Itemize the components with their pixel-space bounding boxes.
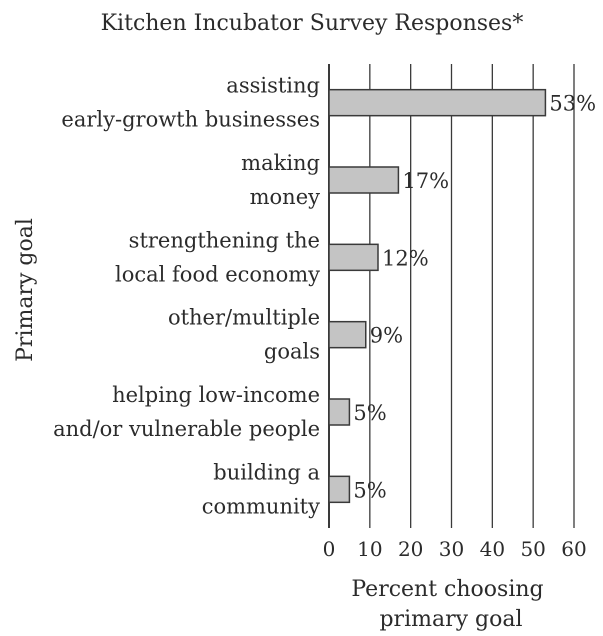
bar [328,398,351,426]
x-axis-ticks: 0 10 20 30 40 50 60 [323,537,587,561]
category-label-line: local food economy [115,262,320,286]
category-label-line: goals [264,340,320,364]
bar-value-label: 12% [382,246,429,270]
x-tick-label: 60 [561,537,586,561]
grid-lines [328,64,575,528]
category-label: building a community [202,460,320,518]
category-label: making money [241,151,320,209]
category-label-line: early-growth businesses [61,108,320,132]
category-label-line: community [202,494,320,518]
bar-value-label: 17% [402,169,449,193]
x-tick-label: 50 [520,537,545,561]
category-label: assisting early-growth businesses [61,74,320,132]
chart-title: Kitchen Incubator Survey Responses* [101,11,524,36]
category-label-line: and/or vulnerable people [53,417,320,441]
x-tick-label: 0 [323,537,336,561]
x-axis-title-line-2: primary goal [379,607,522,632]
category-label-line: strengthening the [129,228,320,252]
x-tick-label: 20 [398,537,423,561]
category-label-line: assisting [226,74,320,98]
category-labels: assisting early-growth businesses making mo… [53,74,320,519]
bar-value-label: 9% [370,324,403,348]
category-label: strengthening the local food economy [115,228,320,286]
x-tick-label: 10 [357,537,382,561]
x-tick-label: 40 [480,537,505,561]
x-tick-label: 30 [439,537,464,561]
category-label: helping low-income and/or vulnerable peop… [53,383,320,441]
category-label: other/multiple goals [168,306,320,364]
bar [328,243,379,272]
x-axis-title-line-1: Percent choosing [351,577,543,602]
y-axis-title: Primary goal [13,218,38,362]
category-label-line: making [241,151,320,175]
bars [328,88,547,504]
bar-value-label: 53% [549,92,596,116]
category-label-line: other/multiple [168,306,320,330]
category-label-line: helping low-income [112,383,320,407]
bar [328,88,547,117]
bar-value-label: 5% [353,478,386,502]
bar [328,320,367,349]
category-label-line: money [250,185,321,209]
bar [328,475,351,504]
x-axis-title: Percent choosing primary goal [351,577,550,632]
category-label-line: building a [213,460,320,484]
bar-value-label: 5% [353,401,386,425]
bar [328,166,400,194]
value-labels: 53% 17% 12% 9% 5% 5% [353,92,596,503]
